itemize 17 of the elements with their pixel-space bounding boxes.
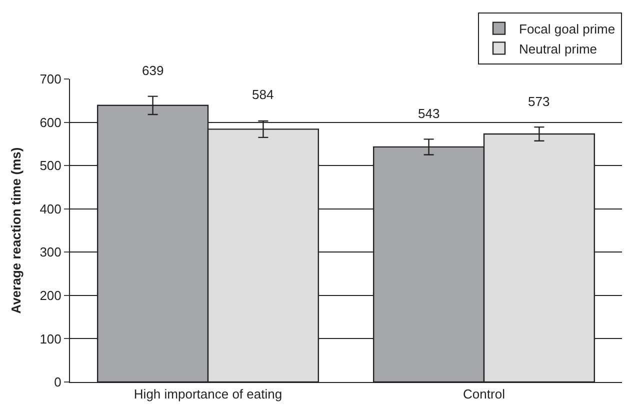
y-tick-label: 0 [54, 374, 62, 390]
y-tick-label: 700 [40, 72, 62, 87]
data-label: 639 [142, 63, 164, 78]
y-tick-label: 400 [40, 201, 62, 216]
x-tick-label: High importance of eating [134, 386, 282, 402]
legend-label: Neutral prime [519, 41, 598, 56]
y-tick-label: 500 [40, 158, 62, 174]
y-tick-label: 200 [40, 288, 62, 303]
y-tick-label: 100 [40, 331, 62, 346]
x-tick-label: Control [463, 386, 506, 402]
data-label: 573 [528, 94, 550, 109]
y-tick-label: 600 [40, 114, 62, 130]
data-label: 543 [418, 106, 440, 121]
legend-label: Focal goal prime [519, 21, 616, 36]
y-tick-label: 300 [40, 244, 62, 260]
y-axis-title: Average reaction time (ms) [8, 147, 24, 314]
data-label: 584 [252, 87, 274, 102]
